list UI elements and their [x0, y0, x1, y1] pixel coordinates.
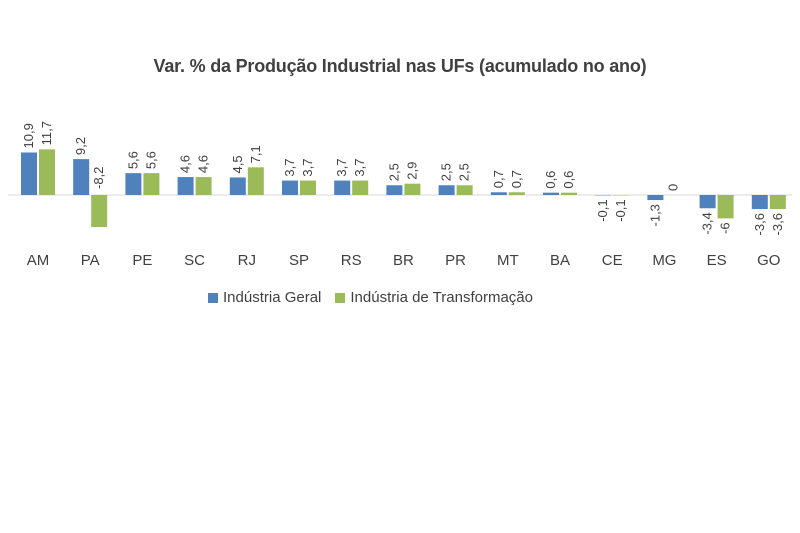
bar-MT-1 [508, 192, 525, 195]
bar-AM-0 [21, 152, 37, 195]
data-label: -1,3 [647, 204, 662, 226]
data-label: -0,1 [613, 199, 628, 221]
category-label: ES [707, 252, 727, 269]
category-label: MG [652, 252, 676, 269]
bar-GO-1 [769, 195, 786, 210]
data-label: 10,9 [21, 123, 36, 148]
data-label: 9,2 [73, 137, 88, 155]
data-label: 0,7 [509, 170, 524, 188]
data-label: 5,6 [143, 151, 158, 169]
data-label: 3,7 [300, 158, 315, 176]
data-label: -6 [718, 222, 733, 234]
data-label: 4,5 [230, 155, 245, 173]
data-label: 4,6 [178, 155, 193, 173]
category-label: PE [132, 252, 152, 269]
category-label: GO [757, 252, 780, 269]
data-label: 2,9 [404, 162, 419, 180]
data-label: 3,7 [282, 158, 297, 176]
data-label: -3,4 [700, 212, 715, 234]
bar-PR-1 [456, 185, 473, 195]
data-label: 0,6 [543, 171, 558, 189]
bar-PE-1 [143, 173, 160, 195]
category-label: BA [550, 252, 570, 269]
bar-SC-0 [177, 177, 194, 195]
data-label: 7,1 [248, 145, 263, 163]
data-label: 5,6 [125, 151, 140, 169]
category-label: RJ [238, 252, 256, 269]
legend-label: Indústria de Transformação [350, 289, 533, 306]
legend-item-industria-transformacao: Indústria de Transformação [335, 289, 533, 306]
bar-SP-0 [282, 180, 298, 195]
bar-PA-0 [73, 159, 90, 195]
chart-title: Var. % da Produção Industrial nas UFs (a… [153, 56, 647, 76]
data-label: -3,6 [752, 213, 767, 235]
bar-BA-1 [561, 192, 577, 195]
bar-PA-1 [91, 195, 108, 227]
bar-AM-1 [39, 149, 55, 195]
category-label: PA [81, 252, 100, 269]
data-label: -3,6 [770, 213, 785, 235]
bar-MG-0 [647, 195, 664, 201]
category-label: CE [602, 252, 623, 269]
bar-MT-0 [490, 192, 507, 195]
legend-swatch [335, 292, 346, 303]
bar-ES-1 [717, 195, 734, 219]
bar-BA-0 [543, 192, 559, 195]
legend-label: Indústria Geral [223, 289, 322, 306]
data-label: 11,7 [39, 121, 54, 145]
legend-swatch [208, 292, 218, 303]
bar-SP-1 [300, 180, 316, 195]
data-label: 2,5 [386, 163, 401, 181]
data-label: -8,2 [91, 167, 106, 189]
category-label: MT [497, 252, 519, 269]
bar-RJ-0 [229, 177, 246, 195]
bar-PR-0 [438, 185, 455, 195]
bar-RS-0 [334, 180, 351, 195]
data-label: 3,7 [334, 158, 349, 176]
bar-ES-0 [699, 195, 716, 209]
category-label: SP [289, 252, 309, 269]
data-label: 2,5 [457, 163, 472, 181]
data-label: -0,1 [595, 199, 610, 221]
data-label: 3,7 [352, 158, 367, 176]
bar-RJ-1 [247, 167, 264, 195]
category-label: SC [184, 252, 205, 269]
legend: Indústria Geral Indústria de Transformaç… [208, 289, 547, 306]
data-label: 2,5 [439, 163, 454, 181]
data-label: 0 [665, 184, 680, 191]
bar-BR-1 [404, 183, 421, 195]
category-label: PR [445, 252, 466, 269]
category-label: BR [393, 252, 414, 269]
data-label: 0,6 [561, 171, 576, 189]
category-label: AM [27, 252, 50, 269]
data-label: 0,7 [491, 170, 506, 188]
category-label: RS [341, 252, 362, 269]
data-label: 4,6 [196, 155, 211, 173]
bar-GO-0 [751, 195, 768, 210]
legend-item-industria-geral: Indústria Geral [208, 289, 321, 306]
bar-SC-1 [195, 177, 212, 195]
bar-BR-0 [386, 185, 403, 195]
bar-RS-1 [352, 180, 369, 195]
bar-PE-0 [125, 173, 142, 195]
